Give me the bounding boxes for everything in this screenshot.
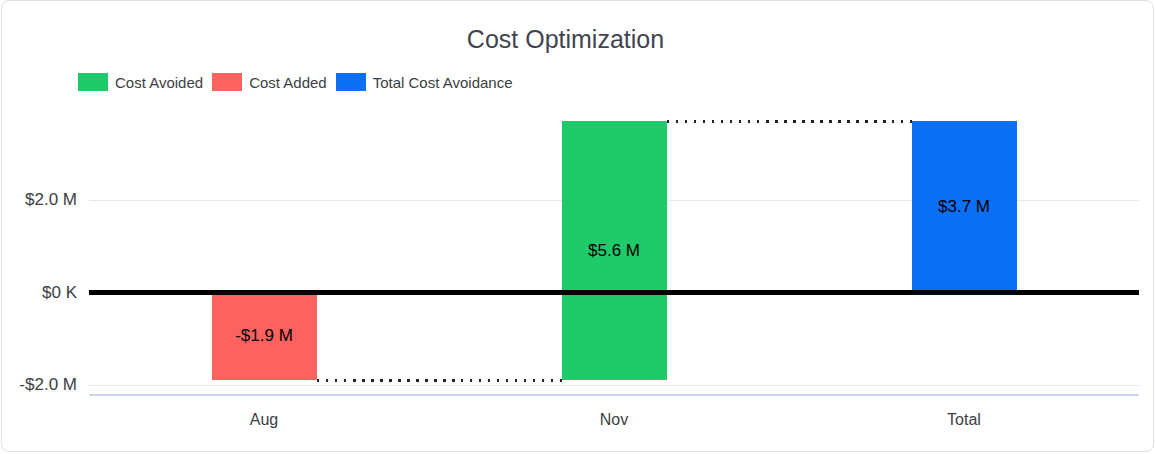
legend-label: Cost Avoided [115, 74, 203, 91]
bar-value-label: $5.6 M [588, 241, 640, 261]
legend-label: Total Cost Avoidance [373, 74, 513, 91]
gridline [89, 385, 1139, 386]
legend-item-cost-avoided[interactable]: Cost Avoided [78, 73, 203, 91]
bar-aug[interactable]: -$1.9 M [212, 293, 317, 381]
legend-swatch [336, 73, 366, 91]
zero-axis-line [89, 290, 1139, 295]
bar-value-label: $3.7 M [938, 197, 990, 217]
waterfall-connector [667, 120, 912, 123]
bar-value-label: -$1.9 M [235, 326, 293, 346]
x-axis-category-label: Nov [554, 410, 674, 430]
legend-label: Cost Added [249, 74, 327, 91]
y-axis-tick-label: $0 K [0, 283, 77, 303]
y-axis-tick-label: -$2.0 M [0, 375, 77, 395]
waterfall-connector [317, 379, 562, 382]
x-axis-category-label: Total [904, 410, 1024, 430]
cost-optimization-chart: Cost Optimization Cost Avoided Cost Added… [0, 0, 1155, 454]
legend: Cost Avoided Cost Added Total Cost Avoidan… [78, 73, 522, 91]
y-axis-tick-label: $2.0 M [0, 190, 77, 210]
legend-swatch [212, 73, 242, 91]
legend-swatch [78, 73, 108, 91]
legend-item-total-cost-avoidance[interactable]: Total Cost Avoidance [336, 73, 513, 91]
legend-item-cost-added[interactable]: Cost Added [212, 73, 327, 91]
bar-nov[interactable]: $5.6 M [562, 121, 667, 380]
chart-title: Cost Optimization [0, 25, 1131, 54]
x-axis-line [89, 394, 1139, 396]
bar-total[interactable]: $3.7 M [912, 121, 1017, 292]
x-axis-category-label: Aug [204, 410, 324, 430]
